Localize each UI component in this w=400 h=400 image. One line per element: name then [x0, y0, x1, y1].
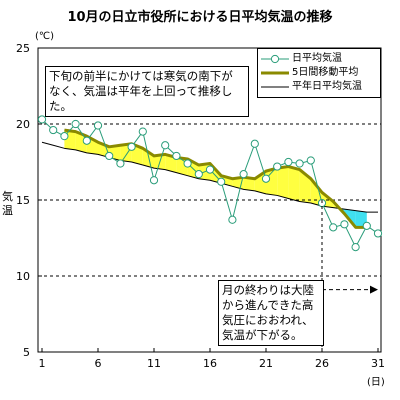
daily-point-17	[217, 177, 226, 186]
x-tick-label-6: 6	[95, 357, 102, 370]
daily-point-7	[105, 151, 114, 161]
legend-entry-normal: 平年日平均気温	[258, 80, 380, 94]
legend-swatch-moving-average	[261, 71, 289, 75]
annotation-bottom-line-1: 月の終わりは大陸	[222, 283, 314, 297]
deviation-fill-segment	[277, 166, 289, 199]
x-unit-label: (日)	[367, 377, 385, 388]
daily-point-21	[261, 174, 271, 183]
daily-point-9	[127, 142, 136, 151]
x-tick-label-26: 26	[315, 357, 329, 370]
daily-point-18	[228, 215, 237, 224]
daily-point-30	[362, 221, 371, 230]
daily-point-23	[284, 157, 293, 167]
daily-point-13	[172, 151, 181, 161]
deviation-fill-segment	[266, 168, 278, 196]
y-axis-label: 気温	[2, 189, 13, 217]
daily-point-4	[71, 119, 80, 129]
legend: 日平均気温 5日間移動平均 平年日平均気温	[257, 48, 381, 98]
daily-point-25	[306, 156, 315, 165]
x-tick-label-16: 16	[203, 357, 217, 370]
arrow-head	[370, 285, 378, 294]
y-tick-label-10: 10	[16, 270, 30, 283]
legend-entry-moving-average: 5日間移動平均	[258, 66, 380, 80]
y-tick-label-15: 15	[16, 194, 30, 207]
x-tick-label-11: 11	[147, 357, 161, 370]
daily-point-19	[239, 170, 248, 179]
daily-point-16	[205, 165, 215, 174]
daily-point-2	[49, 125, 58, 135]
deviation-fill-segment	[142, 148, 154, 169]
deviation-fill-segment	[310, 178, 322, 207]
legend-swatch-daily	[261, 54, 289, 64]
daily-point-14	[183, 159, 192, 168]
daily-point-3	[60, 132, 69, 141]
daily-point-5	[82, 136, 91, 145]
x-tick-label-21: 21	[259, 357, 273, 370]
y-unit-label: (℃)	[35, 31, 54, 42]
annotation-bottom-line-4: 気温が下がる。	[222, 328, 303, 342]
daily-point-24	[295, 159, 304, 168]
legend-label-moving-average: 5日間移動平均	[292, 67, 359, 78]
daily-point-28	[340, 220, 349, 229]
annotation-top: 下旬の前半にかけては寒気の南下が なく、気温は平年を上回って推移した。	[45, 66, 249, 117]
daily-point-10	[138, 127, 147, 136]
x-tick-label-31: 31	[371, 357, 385, 370]
annotation-top-line-1: 下旬の前半にかけては寒気の南下が	[49, 69, 233, 83]
legend-label-normal: 平年日平均気温	[292, 81, 362, 92]
legend-label-daily: 日平均気温	[292, 53, 342, 64]
deviation-fills	[64, 130, 367, 228]
daily-point-11	[149, 176, 159, 185]
daily-point-31	[373, 229, 383, 238]
deviation-fill-segment	[288, 166, 300, 202]
daily-point-20	[250, 139, 259, 148]
daily-point-6	[93, 121, 103, 130]
daily-point-12	[161, 141, 170, 150]
deviation-fill-segment	[243, 177, 255, 191]
daily-point-27	[329, 223, 338, 232]
legend-swatch-normal	[261, 86, 289, 88]
annotation-bottom: 月の終わりは大陸 から進んできた高 気圧におおわれ、 気温が下がる。	[218, 280, 324, 346]
x-tick-label-1: 1	[39, 357, 46, 370]
legend-entry-daily: 日平均気温	[258, 52, 380, 66]
daily-point-1	[37, 115, 47, 124]
daily-point-8	[116, 159, 125, 168]
data-points	[37, 115, 383, 252]
annotation-top-line-2: なく、気温は平年を上回って推移した。	[49, 84, 233, 113]
daily-point-29	[351, 243, 360, 252]
daily-point-22	[273, 162, 282, 171]
series-lines	[41, 119, 379, 248]
y-tick-label-25: 25	[16, 42, 30, 55]
annotation-bottom-line-2: から進んできた高	[222, 298, 314, 312]
moving-average-line	[64, 128, 367, 229]
annotation-bottom-line-3: 気圧におおわれ、	[222, 313, 314, 327]
y-tick-label-5: 5	[23, 346, 30, 359]
daily-point-15	[194, 170, 203, 179]
y-tick-label-20: 20	[16, 118, 30, 131]
chart-title: 10月の日立市役所における日平均気温の推移	[67, 9, 332, 25]
deviation-fill-segment	[165, 154, 177, 173]
